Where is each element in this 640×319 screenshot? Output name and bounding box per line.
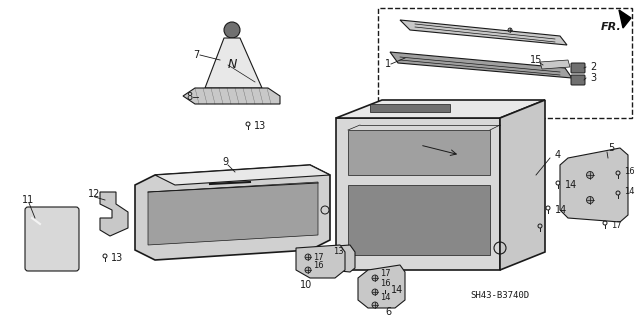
- Polygon shape: [348, 130, 490, 175]
- Text: 5: 5: [608, 143, 614, 153]
- Polygon shape: [205, 38, 262, 88]
- Text: 16: 16: [624, 167, 635, 176]
- Circle shape: [305, 254, 311, 260]
- Polygon shape: [135, 165, 330, 260]
- Polygon shape: [148, 182, 318, 245]
- Polygon shape: [560, 148, 628, 222]
- Bar: [378, 8, 632, 118]
- Circle shape: [372, 289, 378, 295]
- Text: 9: 9: [222, 157, 228, 167]
- Polygon shape: [183, 88, 280, 104]
- Text: SH43-B3740D: SH43-B3740D: [470, 291, 529, 300]
- Text: 16: 16: [380, 279, 390, 288]
- Polygon shape: [336, 118, 500, 270]
- FancyBboxPatch shape: [25, 207, 79, 271]
- Circle shape: [586, 172, 593, 179]
- Circle shape: [586, 197, 593, 204]
- Text: 1: 1: [385, 59, 391, 69]
- Text: 3: 3: [590, 73, 596, 83]
- Text: N: N: [227, 58, 237, 71]
- Text: 17: 17: [313, 253, 324, 262]
- Circle shape: [372, 275, 378, 281]
- Text: 13: 13: [111, 253, 124, 263]
- Text: 14: 14: [391, 285, 403, 295]
- Text: 17: 17: [380, 269, 390, 278]
- Circle shape: [224, 22, 240, 38]
- Text: 12: 12: [88, 189, 100, 199]
- Polygon shape: [370, 104, 450, 112]
- Text: 4: 4: [555, 150, 561, 160]
- Text: 8: 8: [186, 92, 192, 102]
- Text: 6: 6: [385, 307, 391, 317]
- Text: 14: 14: [624, 188, 634, 197]
- Polygon shape: [100, 192, 128, 236]
- FancyBboxPatch shape: [571, 63, 585, 73]
- Circle shape: [305, 267, 311, 273]
- Text: 14: 14: [565, 180, 577, 190]
- Polygon shape: [358, 265, 405, 308]
- Polygon shape: [540, 60, 570, 69]
- Text: 7: 7: [193, 50, 199, 60]
- Circle shape: [508, 28, 512, 32]
- Text: 13: 13: [333, 248, 344, 256]
- Text: FR.: FR.: [601, 22, 622, 32]
- Text: 15: 15: [530, 55, 542, 65]
- Text: 14: 14: [555, 205, 567, 215]
- Text: 11: 11: [22, 195, 35, 205]
- Text: 2: 2: [590, 62, 596, 72]
- Text: 14: 14: [380, 293, 390, 302]
- Polygon shape: [390, 52, 572, 78]
- Polygon shape: [296, 245, 345, 278]
- Text: 16: 16: [313, 261, 324, 270]
- Polygon shape: [348, 185, 490, 255]
- Polygon shape: [155, 165, 330, 185]
- Polygon shape: [400, 20, 567, 45]
- FancyBboxPatch shape: [571, 75, 585, 85]
- Polygon shape: [336, 100, 545, 118]
- Polygon shape: [310, 245, 355, 272]
- Polygon shape: [500, 100, 545, 270]
- Polygon shape: [619, 10, 631, 28]
- Text: 13: 13: [254, 121, 266, 131]
- Circle shape: [372, 302, 378, 308]
- Text: 10: 10: [300, 280, 312, 290]
- Text: 17: 17: [611, 220, 621, 229]
